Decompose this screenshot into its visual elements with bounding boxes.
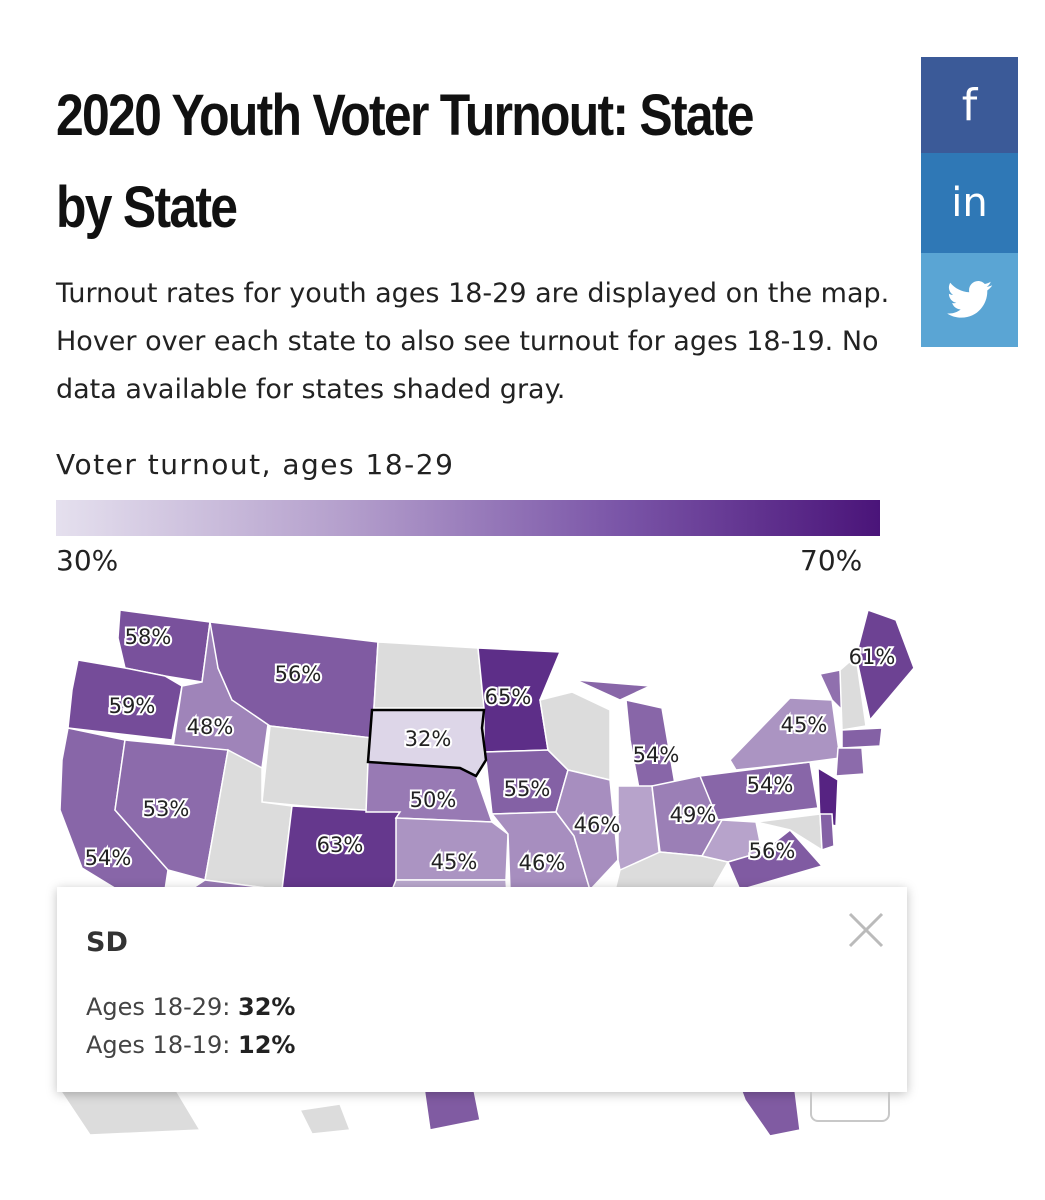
state-label-il: 46% <box>574 813 621 837</box>
tooltip-row-18-29-value: 32% <box>238 993 296 1021</box>
state-label-mo: 46% <box>519 851 566 875</box>
state-nd[interactable] <box>373 641 485 709</box>
state-label-sd: 32% <box>405 727 452 751</box>
state-label-nv: 53% <box>143 797 190 821</box>
selected-state-outline <box>366 708 488 778</box>
tooltip-state-name: SD <box>86 927 128 958</box>
state-me[interactable] <box>855 609 915 722</box>
facebook-share-button[interactable]: f <box>921 57 1018 153</box>
page-title: 2020 Youth Voter Turnout: State by State <box>56 83 755 240</box>
state-label-mt: 56% <box>275 662 322 686</box>
legend-max-label: 70% <box>800 544 863 577</box>
state-label-co: 63% <box>317 833 364 857</box>
state-label-mn: 65% <box>485 685 532 709</box>
close-icon[interactable] <box>847 911 885 949</box>
share-bar: f in <box>921 57 1018 347</box>
legend-title: Voter turnout, ages 18-29 <box>56 448 455 481</box>
state-tooltip: SD Ages 18-29: 32% Ages 18-19: 12% <box>57 887 907 1092</box>
state-label-oh: 49% <box>670 803 717 827</box>
state-label-pa: 54% <box>747 773 794 797</box>
state-label-ia: 55% <box>504 777 551 801</box>
state-label-id: 48% <box>187 715 234 739</box>
twitter-bird-icon <box>946 281 992 318</box>
legend-min-label: 30% <box>56 544 119 577</box>
tooltip-row-18-29: Ages 18-29: 32% <box>86 993 295 1021</box>
state-or[interactable] <box>67 659 183 741</box>
state-hi[interactable] <box>298 1103 352 1135</box>
state-label-ca: 54% <box>85 846 132 870</box>
state-label-mi: 54% <box>633 743 680 767</box>
twitter-share-button[interactable] <box>921 253 1018 347</box>
state-nj[interactable] <box>817 766 839 827</box>
state-ma[interactable] <box>841 727 883 749</box>
state-wy[interactable] <box>261 725 373 813</box>
state-label-ks: 45% <box>431 850 478 874</box>
state-ks[interactable] <box>395 817 509 881</box>
state-label-va: 56% <box>749 839 796 863</box>
map-description: Turnout rates for youth ages 18-29 are d… <box>56 278 890 405</box>
state-label-ny: 45% <box>781 713 828 737</box>
state-label-or: 59% <box>109 694 156 718</box>
state-nv[interactable] <box>114 739 229 881</box>
tooltip-row-18-29-label: Ages 18-29: <box>86 993 239 1021</box>
state-label-wa: 58% <box>125 625 172 649</box>
map-reset-button[interactable] <box>810 1092 890 1122</box>
tooltip-row-18-19: Ages 18-19: 12% <box>86 1031 295 1059</box>
state-ct[interactable] <box>835 747 865 777</box>
tooltip-row-18-19-value: 12% <box>238 1031 296 1059</box>
tooltip-row-18-19-label: Ages 18-19: <box>86 1031 239 1059</box>
state-label-ne: 50% <box>410 788 457 812</box>
state-va[interactable] <box>726 828 824 891</box>
state-nh[interactable] <box>839 654 867 731</box>
state-label-me: 61% <box>849 645 896 669</box>
linkedin-share-button[interactable]: in <box>921 153 1018 253</box>
state-de[interactable] <box>819 813 835 852</box>
legend-gradient-bar <box>56 500 880 536</box>
